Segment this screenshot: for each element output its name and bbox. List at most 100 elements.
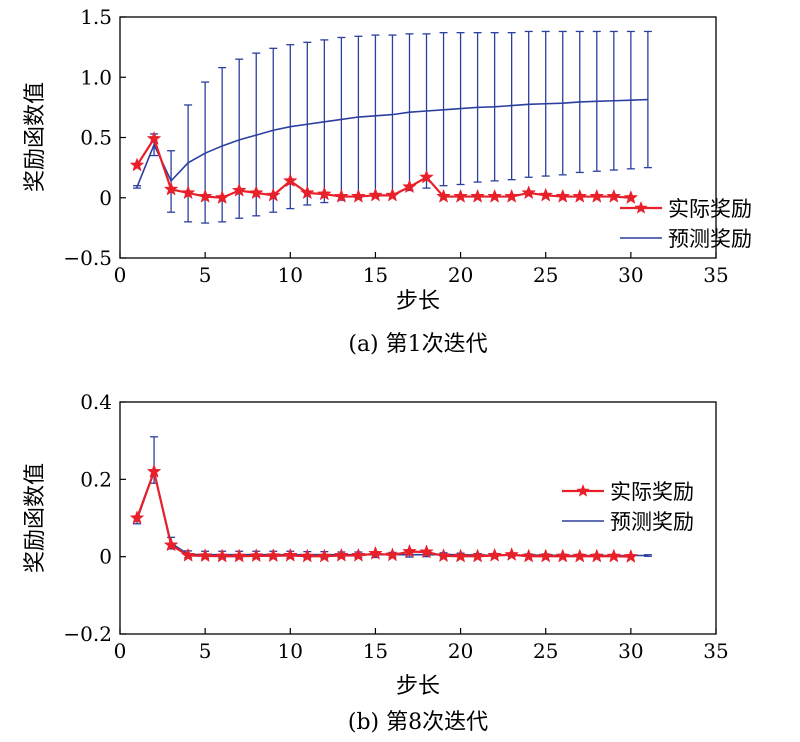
- x-tick-label: 35: [703, 263, 728, 287]
- data-point-star: [606, 548, 622, 563]
- series-line-actual: [135, 467, 631, 558]
- data-point-star: [487, 547, 502, 562]
- x-tick-label: 5: [199, 639, 212, 663]
- series-line-predicted: [136, 98, 648, 188]
- y-tick-label: −0.5: [63, 246, 112, 270]
- data-point-star: [180, 185, 196, 200]
- data-point-star: [231, 548, 247, 563]
- data-point-star: [572, 548, 588, 563]
- data-point-star: [197, 548, 213, 563]
- data-point-star: [299, 185, 315, 200]
- legend-marker-actual: [576, 484, 590, 497]
- chart-panel-b: 0 5 10 15 20 25 30 35−0.200.20.4 步长 奖励函数值 (b) 第…: [23, 390, 729, 735]
- data-point-star: [368, 545, 383, 560]
- data-point-star: [334, 188, 349, 203]
- data-point-star: [282, 173, 298, 188]
- data-point-star: [197, 188, 213, 203]
- legend: 实际奖励 预测奖励: [562, 480, 694, 534]
- data-point-star: [453, 548, 468, 563]
- x-tick-label: 15: [363, 263, 388, 287]
- x-tick-label: 30: [618, 639, 643, 663]
- y-tick-label: −0.2: [63, 622, 112, 646]
- y-tick-label: 0.5: [80, 126, 112, 150]
- tick-labels: 0 5 10 15 20 25 30 35−0.500.51.01.5: [63, 5, 728, 287]
- y-tick-label: 1.5: [80, 5, 112, 29]
- chart-caption: (b) 第8次迭代: [348, 710, 488, 735]
- data-point-star: [163, 181, 179, 196]
- data-point-star: [606, 188, 622, 203]
- data-point-star: [419, 544, 434, 559]
- data-point-star: [163, 537, 179, 552]
- data-point-star: [538, 187, 554, 202]
- data-point-star: [589, 548, 605, 563]
- x-tick-label: 25: [533, 263, 558, 287]
- data-point-star: [538, 548, 554, 563]
- legend: 实际奖励 预测奖励: [620, 197, 752, 251]
- x-tick-label: 10: [278, 263, 303, 287]
- tick-labels: 0 5 10 15 20 25 30 35−0.200.20.4: [63, 390, 728, 663]
- x-tick-label: 20: [448, 639, 473, 663]
- error-bars: [133, 436, 652, 559]
- x-tick-label: 30: [618, 263, 643, 287]
- data-point-star: [555, 188, 571, 203]
- x-axis-label: 步长: [396, 674, 440, 699]
- data-point-star: [265, 187, 281, 202]
- data-point-star: [470, 188, 485, 203]
- data-point-star: [317, 186, 332, 201]
- data-point-star: [572, 188, 588, 203]
- data-point-star: [231, 182, 247, 197]
- data-point-star: [436, 548, 451, 563]
- data-point-star: [504, 188, 519, 203]
- series-markers: [129, 130, 639, 204]
- y-tick-label: 0: [99, 545, 112, 569]
- data-point-star: [521, 185, 537, 200]
- data-point-star: [623, 190, 639, 204]
- data-point-star: [385, 187, 400, 202]
- plot-frame: [119, 16, 717, 259]
- axis-ticks: [119, 16, 717, 259]
- data-point-star: [146, 130, 162, 145]
- x-tick-label: 15: [363, 639, 388, 663]
- data-point-star: [436, 188, 451, 203]
- data-point-star: [453, 188, 468, 203]
- series-markers: [129, 463, 639, 563]
- data-point-star: [299, 548, 315, 563]
- x-tick-label: 10: [278, 639, 303, 663]
- data-point-star: [368, 187, 383, 202]
- data-point-star: [129, 510, 145, 525]
- data-point-star: [487, 188, 502, 203]
- data-point-star: [334, 547, 349, 562]
- chart-caption: (a) 第1次迭代: [348, 332, 487, 357]
- x-tick-label: 25: [533, 639, 558, 663]
- axis-ticks: [119, 401, 717, 635]
- x-tick-label: 35: [703, 639, 728, 663]
- x-tick-label: 5: [199, 263, 212, 287]
- legend-marker-actual: [634, 201, 648, 214]
- data-point-star: [248, 548, 264, 563]
- series-line-predicted: [136, 468, 648, 557]
- data-point-star: [504, 547, 519, 561]
- x-tick-label: 20: [448, 263, 473, 287]
- data-point-star: [265, 548, 281, 563]
- legend-label-actual: 实际奖励: [668, 197, 752, 221]
- chart-panel-a: 0 5 10 15 20 25 30 35−0.500.51.01.5 步长 奖励函数值 (a…: [23, 5, 752, 357]
- data-point-star: [589, 188, 605, 203]
- series-line-actual: [136, 136, 631, 199]
- data-point-star: [146, 463, 162, 478]
- data-point-star: [419, 169, 434, 184]
- x-axis-label: 步长: [396, 289, 440, 314]
- x-tick-label: 0: [114, 639, 127, 663]
- legend-label-predicted: 预测奖励: [668, 227, 752, 251]
- data-point-star: [470, 548, 485, 563]
- data-point-star: [282, 547, 298, 562]
- x-tick-label: 0: [114, 263, 127, 287]
- data-point-star: [351, 547, 366, 562]
- y-tick-label: 1.0: [80, 65, 112, 89]
- data-point-star: [248, 185, 264, 200]
- data-point-star: [180, 547, 196, 562]
- data-point-star: [385, 547, 400, 562]
- y-axis-label: 奖励函数值: [23, 463, 48, 573]
- y-axis-label: 奖励函数值: [23, 82, 48, 192]
- legend-label-predicted: 预测奖励: [610, 510, 694, 534]
